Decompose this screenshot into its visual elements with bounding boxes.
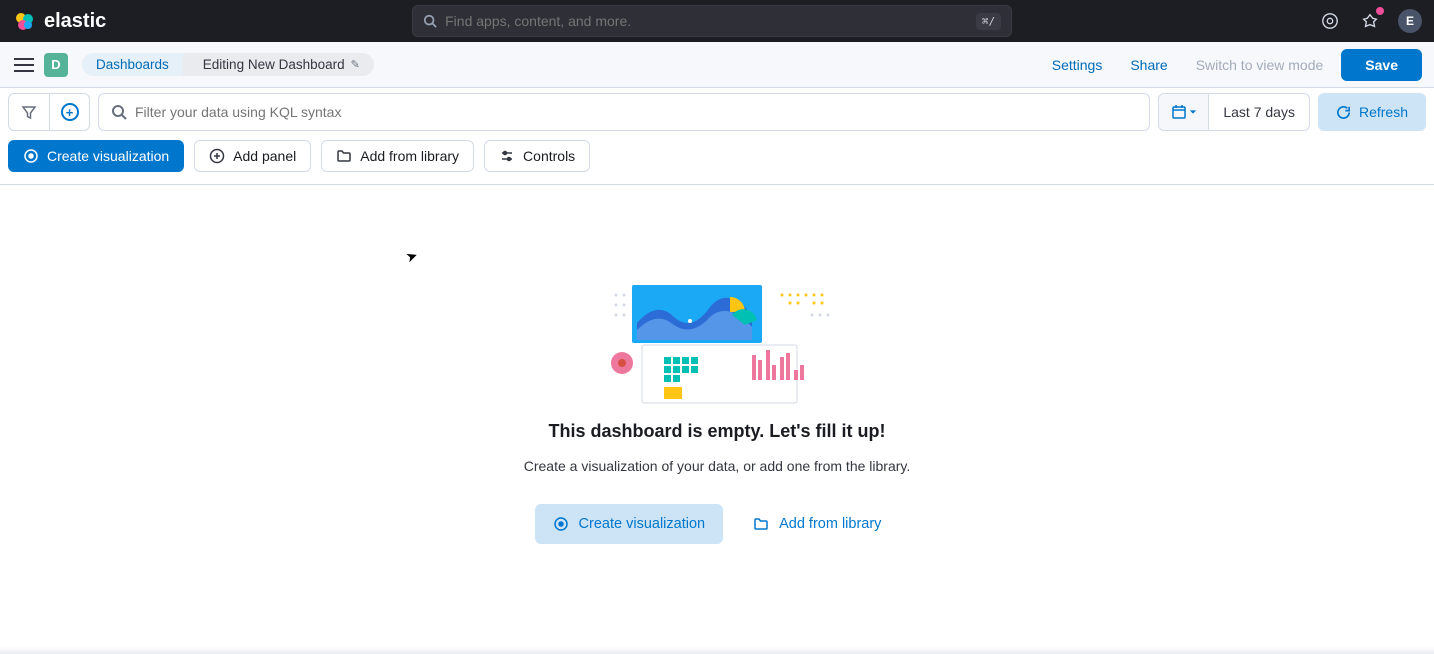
refresh-button[interactable]: Refresh <box>1318 93 1426 131</box>
settings-link[interactable]: Settings <box>1042 51 1113 79</box>
notification-dot <box>1376 7 1384 15</box>
add-panel-button[interactable]: Add panel <box>194 140 311 172</box>
breadcrumb-current-label: Editing New Dashboard <box>203 57 345 72</box>
folder-open-icon <box>753 516 769 532</box>
create-visualization-button[interactable]: Create visualization <box>8 140 184 172</box>
pencil-icon[interactable]: ✎ <box>351 58 360 71</box>
elastic-logo-icon <box>12 9 36 33</box>
empty-add-from-library-button[interactable]: Add from library <box>735 504 899 544</box>
global-search-input[interactable]: ⌘/ <box>412 5 1012 37</box>
user-avatar[interactable]: E <box>1398 9 1422 33</box>
filter-toggle-button[interactable] <box>9 94 49 130</box>
add-panel-label: Add panel <box>233 148 296 164</box>
kql-search-box[interactable] <box>98 93 1150 131</box>
save-button[interactable]: Save <box>1341 49 1422 81</box>
add-from-library-button[interactable]: Add from library <box>321 140 474 172</box>
breadcrumb: Dashboards Editing New Dashboard ✎ <box>82 53 374 76</box>
bottom-gradient <box>0 646 1434 654</box>
switch-view-mode-link: Switch to view mode <box>1186 51 1334 79</box>
date-quick-select-button[interactable] <box>1159 94 1209 130</box>
lens-icon <box>553 516 569 532</box>
date-range-display[interactable]: Last 7 days <box>1209 94 1309 130</box>
empty-dashboard-illustration <box>602 285 832 405</box>
empty-state-title: This dashboard is empty. Let's fill it u… <box>549 421 886 442</box>
kql-input[interactable] <box>135 104 1137 120</box>
empty-create-vis-label: Create visualization <box>579 516 706 532</box>
nav-toggle-icon[interactable] <box>12 53 36 77</box>
global-search-field[interactable] <box>445 13 968 29</box>
help-icon[interactable] <box>1318 9 1342 33</box>
plus-circle-icon <box>209 148 225 164</box>
news-icon[interactable] <box>1358 9 1382 33</box>
search-icon <box>111 104 127 120</box>
breadcrumb-dashboards[interactable]: Dashboards <box>82 53 183 76</box>
refresh-icon <box>1336 105 1351 120</box>
empty-state-subtitle: Create a visualization of your data, or … <box>524 458 911 474</box>
controls-button[interactable]: Controls <box>484 140 590 172</box>
refresh-label: Refresh <box>1359 104 1408 120</box>
empty-create-visualization-button[interactable]: Create visualization <box>535 504 724 544</box>
create-vis-label: Create visualization <box>47 148 169 164</box>
search-shortcut-badge: ⌘/ <box>976 13 1001 30</box>
logo-text: elastic <box>44 10 106 33</box>
empty-add-library-label: Add from library <box>779 516 881 532</box>
share-link[interactable]: Share <box>1120 51 1177 79</box>
add-library-label: Add from library <box>360 148 459 164</box>
space-badge[interactable]: D <box>44 53 68 77</box>
lens-icon <box>23 148 39 164</box>
folder-open-icon <box>336 148 352 164</box>
search-icon <box>423 14 437 28</box>
add-filter-button[interactable]: + <box>49 94 89 130</box>
plus-circle-icon: + <box>61 103 79 121</box>
controls-label: Controls <box>523 148 575 164</box>
breadcrumb-current: Editing New Dashboard ✎ <box>183 53 374 76</box>
controls-icon <box>499 148 515 164</box>
